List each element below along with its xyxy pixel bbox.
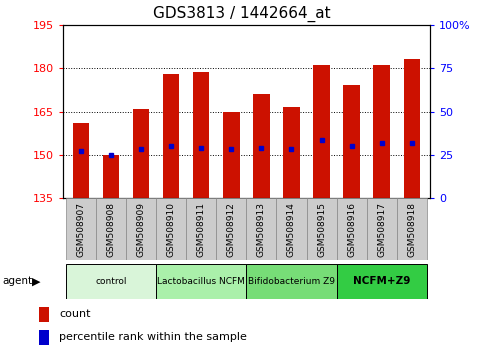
Text: GSM508908: GSM508908	[106, 202, 115, 257]
Bar	[223, 112, 240, 198]
Bar	[66, 198, 96, 260]
Text: ▶: ▶	[32, 276, 41, 286]
Bar	[186, 198, 216, 260]
Bar	[39, 330, 49, 345]
Text: GSM508916: GSM508916	[347, 202, 356, 257]
Text: NCFM+Z9: NCFM+Z9	[353, 276, 411, 286]
Bar	[193, 73, 210, 198]
Bar	[156, 198, 186, 260]
Bar	[72, 123, 89, 198]
Text: GDS3813 / 1442664_at: GDS3813 / 1442664_at	[153, 5, 330, 22]
Bar	[283, 107, 300, 198]
Bar	[163, 74, 179, 198]
Bar	[307, 198, 337, 260]
Bar	[103, 155, 119, 198]
Text: agent: agent	[2, 276, 32, 286]
Text: GSM508912: GSM508912	[227, 202, 236, 257]
Bar	[337, 264, 427, 299]
Text: Bifidobacterium Z9: Bifidobacterium Z9	[248, 277, 335, 286]
Text: GSM508913: GSM508913	[257, 202, 266, 257]
Bar	[246, 198, 276, 260]
Bar	[156, 264, 246, 299]
Text: GSM508909: GSM508909	[137, 202, 145, 257]
Bar	[343, 86, 360, 198]
Bar	[216, 198, 246, 260]
Text: GSM508910: GSM508910	[167, 202, 176, 257]
Bar	[246, 264, 337, 299]
Text: control: control	[95, 277, 127, 286]
Bar	[337, 198, 367, 260]
Bar	[397, 198, 427, 260]
Bar	[96, 198, 126, 260]
Text: GSM508907: GSM508907	[76, 202, 85, 257]
Text: percentile rank within the sample: percentile rank within the sample	[59, 332, 247, 342]
Bar	[39, 307, 49, 322]
Text: GSM508915: GSM508915	[317, 202, 326, 257]
Bar	[276, 198, 307, 260]
Bar	[367, 198, 397, 260]
Bar	[313, 65, 330, 198]
Bar	[126, 198, 156, 260]
Bar	[133, 109, 149, 198]
Bar	[66, 264, 156, 299]
Bar	[373, 65, 390, 198]
Text: count: count	[59, 309, 90, 319]
Text: GSM508917: GSM508917	[377, 202, 386, 257]
Text: GSM508914: GSM508914	[287, 202, 296, 257]
Text: GSM508911: GSM508911	[197, 202, 206, 257]
Text: GSM508918: GSM508918	[407, 202, 416, 257]
Text: Lactobacillus NCFM: Lactobacillus NCFM	[157, 277, 245, 286]
Bar	[403, 59, 420, 198]
Bar	[253, 94, 270, 198]
